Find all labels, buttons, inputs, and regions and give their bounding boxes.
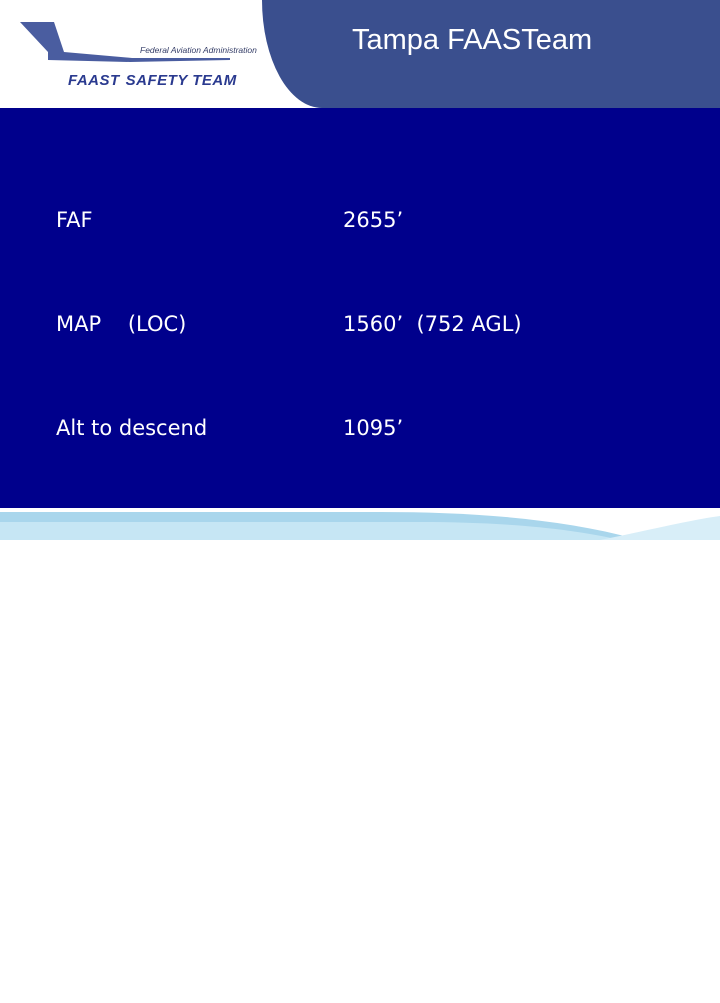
value-alt-to-descend: 1095’ (343, 416, 404, 441)
header-band (262, 0, 720, 108)
label-map: MAP (LOC) (56, 311, 187, 336)
label-feet-per-nm: Feet Per NM Rate (56, 938, 244, 963)
value-faf: 2655’ (343, 207, 404, 232)
label-alt-to-descend: Alt to descend (56, 416, 208, 441)
label-time-to-map: Time to MAP (56, 833, 187, 858)
logo-safety-text: SAFETY TEAM (125, 72, 237, 89)
value-map: 1560’ (752 AGL) (343, 311, 522, 336)
value-feet-per-nm: 304 FPM (1095 / 3.6 Min) (343, 938, 614, 963)
label-faf: FAF (56, 207, 93, 232)
label-empty (56, 725, 271, 760)
labels-column: FAF MAP (LOC) Alt to descend Distance to… (56, 133, 271, 1003)
value-speed: 90 KTS (GS) (343, 625, 475, 650)
value-time-to-map: 3:40 (5.5 NM / 1.5 MPM) (343, 833, 604, 858)
faast-logo: Federal Aviation Administration FAAST SAF… (20, 18, 257, 89)
label-speed: Speed (56, 625, 122, 650)
slide-content (0, 108, 720, 508)
faast-tail-icon (20, 22, 230, 62)
value-speed-rate: 1.5 NM Per Min (90/60) (343, 729, 585, 754)
logo-main-text: FAAST SAFETY TEAM (68, 72, 237, 89)
logo-org-text: Federal Aviation Administration (140, 45, 257, 55)
slide-header: Federal Aviation Administration FAAST SAF… (0, 0, 720, 108)
slide-footer (0, 508, 720, 540)
slide-title: Tampa FAASTeam (352, 24, 593, 56)
values-column: 2655’ 1560’ (752 AGL) 1095’ 5.5 NM 90 KT… (339, 133, 614, 1003)
logo-faast-text: FAAST (68, 72, 120, 89)
footer-wave-icon (0, 512, 720, 540)
